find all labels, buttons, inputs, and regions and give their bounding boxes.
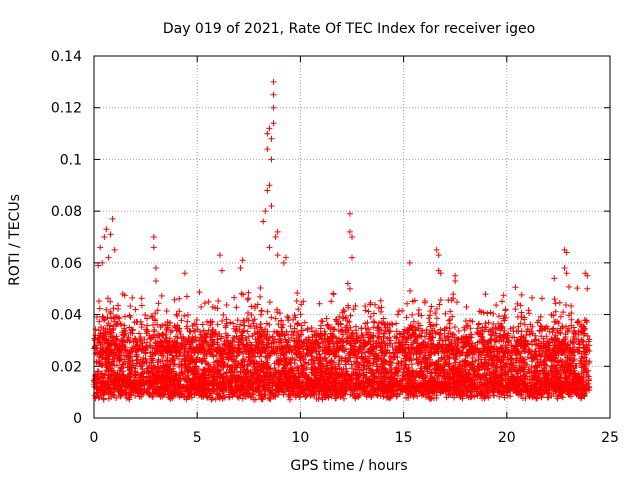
data-point (92, 326, 99, 333)
data-point (370, 310, 377, 317)
data-point (409, 311, 416, 318)
data-point (245, 310, 252, 317)
data-point (429, 341, 436, 348)
data-point (183, 396, 190, 403)
data-point (219, 317, 226, 324)
data-point (413, 356, 420, 363)
data-point (581, 354, 588, 361)
data-point (266, 334, 273, 341)
data-point (286, 387, 293, 394)
data-point (340, 395, 347, 402)
data-point (301, 356, 308, 363)
data-point (583, 351, 590, 358)
data-point (287, 396, 294, 403)
data-point (214, 321, 221, 328)
data-point (298, 362, 305, 369)
data-point (164, 325, 171, 332)
data-point (268, 314, 275, 321)
data-point (371, 319, 378, 326)
data-point (512, 306, 519, 313)
data-point (545, 394, 552, 401)
data-point (484, 310, 491, 317)
data-point (144, 339, 151, 346)
data-point (275, 321, 282, 328)
data-point (449, 313, 456, 320)
data-point (271, 328, 278, 335)
data-point (455, 328, 462, 335)
chart-title: Day 019 of 2021, Rate Of TEC Index for r… (163, 21, 535, 37)
data-point (237, 321, 244, 328)
data-point (482, 320, 489, 327)
data-point (143, 315, 150, 322)
data-point (490, 310, 497, 317)
data-point (387, 337, 394, 344)
data-point (95, 327, 102, 334)
data-point (524, 354, 531, 361)
data-points (91, 78, 593, 403)
